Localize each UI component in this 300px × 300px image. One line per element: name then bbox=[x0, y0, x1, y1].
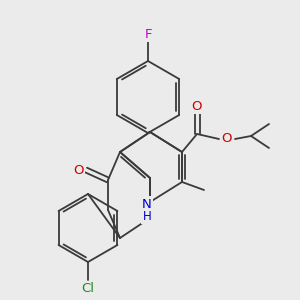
Text: O: O bbox=[192, 100, 202, 112]
Text: N: N bbox=[142, 197, 152, 211]
Text: F: F bbox=[144, 28, 152, 40]
Text: O: O bbox=[222, 133, 232, 146]
Text: H: H bbox=[142, 209, 152, 223]
Text: Cl: Cl bbox=[82, 283, 94, 296]
Text: O: O bbox=[73, 164, 83, 176]
